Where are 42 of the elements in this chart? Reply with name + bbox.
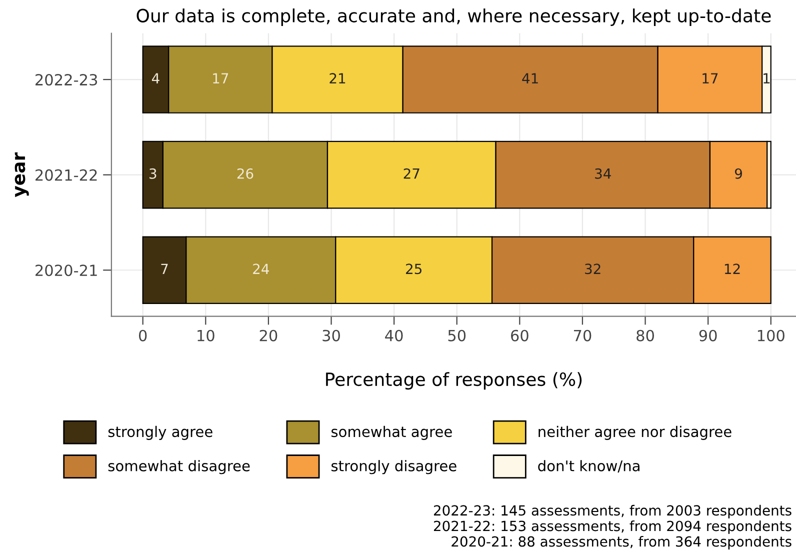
data-label: 12 bbox=[724, 264, 740, 274]
x-tick-label: 50 bbox=[448, 330, 466, 342]
x-tick-label: 60 bbox=[511, 330, 528, 342]
legend-label: strongly disagree bbox=[331, 460, 456, 474]
data-label: 24 bbox=[253, 264, 269, 274]
data-label: 7 bbox=[161, 264, 168, 274]
data-label: 25 bbox=[406, 264, 422, 274]
legend-label: somewhat disagree bbox=[108, 460, 250, 474]
data-label: 4 bbox=[152, 73, 160, 84]
y-tick-label: 2020-21 bbox=[36, 264, 97, 276]
data-label: 21 bbox=[330, 73, 346, 84]
chart-title: Our data is complete, accurate and, where necessary, kept up-to-date bbox=[136, 8, 771, 26]
text: 2021-22: 153 assessments, from 2094 respondents bbox=[434, 520, 792, 534]
data-label: 17 bbox=[213, 73, 228, 84]
x-tick-label: 10 bbox=[198, 330, 214, 342]
x-tick-label: 80 bbox=[636, 330, 654, 342]
data-label: 27 bbox=[404, 168, 420, 179]
data-label: 41 bbox=[522, 73, 538, 84]
data-label: 17 bbox=[702, 73, 718, 84]
x-tick-label: 0 bbox=[138, 330, 147, 342]
y-tick-label: 2022-23 bbox=[36, 74, 98, 86]
data-label: 34 bbox=[595, 168, 611, 179]
x-tick-label: 40 bbox=[385, 330, 403, 342]
y-axis-title: year bbox=[14, 152, 29, 198]
x-tick-label: 70 bbox=[574, 330, 592, 342]
data-label: 32 bbox=[585, 264, 600, 274]
x-tick-label: 100 bbox=[758, 330, 784, 342]
data-label: 3 bbox=[150, 168, 156, 179]
x-tick-label: 90 bbox=[699, 330, 717, 342]
x-tick-label: 20 bbox=[260, 330, 278, 342]
data-label: 26 bbox=[237, 168, 254, 179]
legend-label: strongly agree bbox=[108, 426, 212, 440]
text: 2020-21: 88 assessments, from 364 respondents bbox=[452, 536, 792, 550]
data-label: 9 bbox=[734, 168, 742, 179]
text: 2022-23: 145 assessments, from 2003 respondents bbox=[434, 504, 792, 518]
x-tick-label: 30 bbox=[322, 330, 340, 342]
x-axis-title: Percentage of responses (%) bbox=[326, 372, 582, 390]
y-tick-label: 2021-22 bbox=[36, 169, 97, 181]
legend-label: neither agree nor disagree bbox=[538, 426, 732, 440]
data-label: 1 bbox=[764, 73, 770, 84]
legend-label: don't know/na bbox=[538, 460, 640, 472]
legend-label: somewhat agree bbox=[331, 426, 452, 440]
